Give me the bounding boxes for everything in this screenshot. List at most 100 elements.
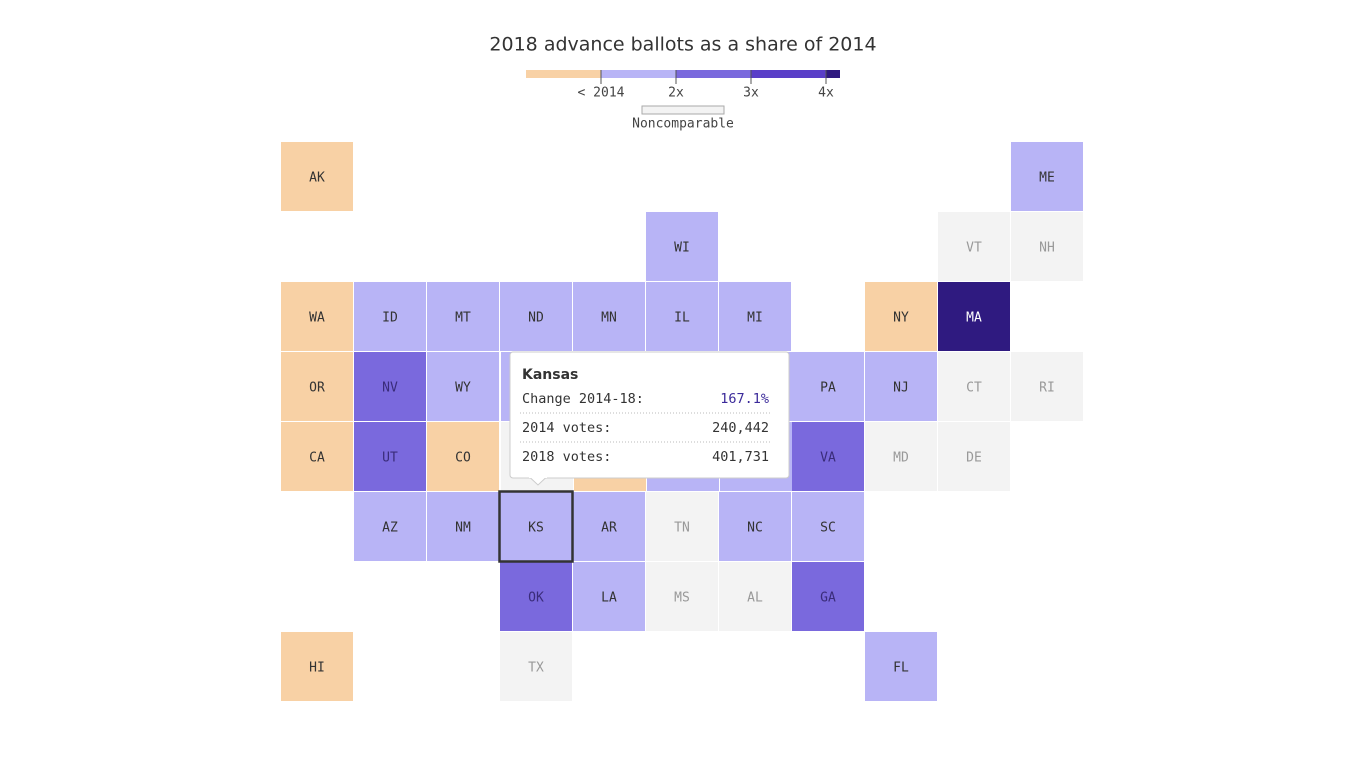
state-tile: ME [1011,142,1083,211]
state-tile: CT [938,352,1010,421]
tile-label: CT [966,381,982,396]
state-tile: CA [281,422,353,491]
tile-label: TN [674,521,690,536]
tile-label: MN [601,311,617,326]
tile-shape [1011,212,1083,281]
tile-shape [865,422,937,491]
legend-label: < 2014 [578,86,625,101]
state-tile: AK [281,142,353,211]
tooltip-row-value: 240,442 [712,420,769,436]
tile-shape [646,492,718,561]
tile-shape [792,492,864,561]
state-tile: MN [573,282,645,351]
tooltip-row-label: 2014 votes: [522,420,611,436]
state-tile: SC [792,492,864,561]
tile-highlight [498,490,574,563]
state-tile: NV [354,352,426,421]
tile-shape [938,212,1010,281]
state-tile: WA [281,282,353,351]
state-tile: HI [281,632,353,701]
tile-shape [354,282,426,351]
tile-shape [500,562,572,631]
tile-label: NM [455,521,471,536]
legend-swatch [751,70,826,78]
tile-label: VA [820,451,836,466]
tile-shape [573,492,645,561]
tile-label: NY [893,311,909,326]
state-tile: DE [938,422,1010,491]
tile-shape [646,282,718,351]
tile-label: LA [601,591,617,606]
tile-label: AR [601,521,617,536]
tile-shape [865,352,937,421]
tile-label: GA [820,591,836,606]
state-tile: IL [646,282,718,351]
tile-shape [646,212,718,281]
tile-shape [500,492,572,561]
tooltip-row-value: 167.1% [720,391,769,407]
state-tile: RI [1011,352,1083,421]
tile-label: VT [966,241,982,256]
tile-label: TX [528,661,544,676]
tile-label: MS [674,591,690,606]
tooltip-pointer [529,477,547,486]
tile-shape [427,282,499,351]
tile-label: OK [528,591,544,606]
tile-shape [500,632,572,701]
state-tile: ID [354,282,426,351]
tile-shape [354,492,426,561]
tile-shape [427,352,499,421]
legend-noncomparable-swatch [641,105,725,115]
tile-label: KS [528,521,544,536]
state-tile: WY [427,352,499,421]
tile-shape [354,352,426,421]
tile-label: PA [820,381,836,396]
tile-label: RI [1039,381,1055,396]
tile-label: NJ [893,381,909,396]
tile-shape [500,282,572,351]
tooltip: Kansas Change 2014-18: 167.1% 2014 votes: 2… [509,351,790,486]
highlight-layer [498,490,574,563]
state-tile: NM [427,492,499,561]
tile-shape [792,562,864,631]
tile-label: NH [1039,241,1055,256]
state-tile: MD [865,422,937,491]
state-tile: LA [573,562,645,631]
legend-label: 3x [743,86,759,101]
state-tile: AZ [354,492,426,561]
tile-shape [1011,142,1083,211]
state-tile: NH [1011,212,1083,281]
tile-label: DE [966,451,982,466]
state-tile: PA [792,352,864,421]
tile-label: IL [674,311,690,326]
legend-label: 4x [818,86,834,101]
tile-label: MD [893,451,909,466]
tile-label: NV [382,381,398,396]
state-tile: MT [427,282,499,351]
state-tile: NC [719,492,791,561]
tile-shape [865,282,937,351]
tile-shape [719,562,791,631]
tile-shape [792,352,864,421]
map-title: 2018 advance ballots as a share of 2014 [489,34,876,56]
state-tile: VT [938,212,1010,281]
tile-shape [281,422,353,491]
legend-swatch [601,70,676,78]
tile-label: ND [528,311,544,326]
tile-label: FL [893,661,909,676]
state-tile: AL [719,562,791,631]
state-tile: TN [646,492,718,561]
tiles: AK ME WI VT NH WA ID MT ND MN IL MI NY MA OR NV WY PA NJ CT… [281,142,1083,701]
state-tile: UT [354,422,426,491]
state-tile: AR [573,492,645,561]
tooltip-pointer-mask [529,475,547,478]
tile-shape [427,422,499,491]
tooltip-title: Kansas [522,367,578,383]
tile-shape [719,492,791,561]
tile-shape [938,282,1010,351]
tile-label: CA [309,451,325,466]
state-tile: MA [938,282,1010,351]
state-tile: OK [500,562,572,631]
tile-label: SC [820,521,836,536]
